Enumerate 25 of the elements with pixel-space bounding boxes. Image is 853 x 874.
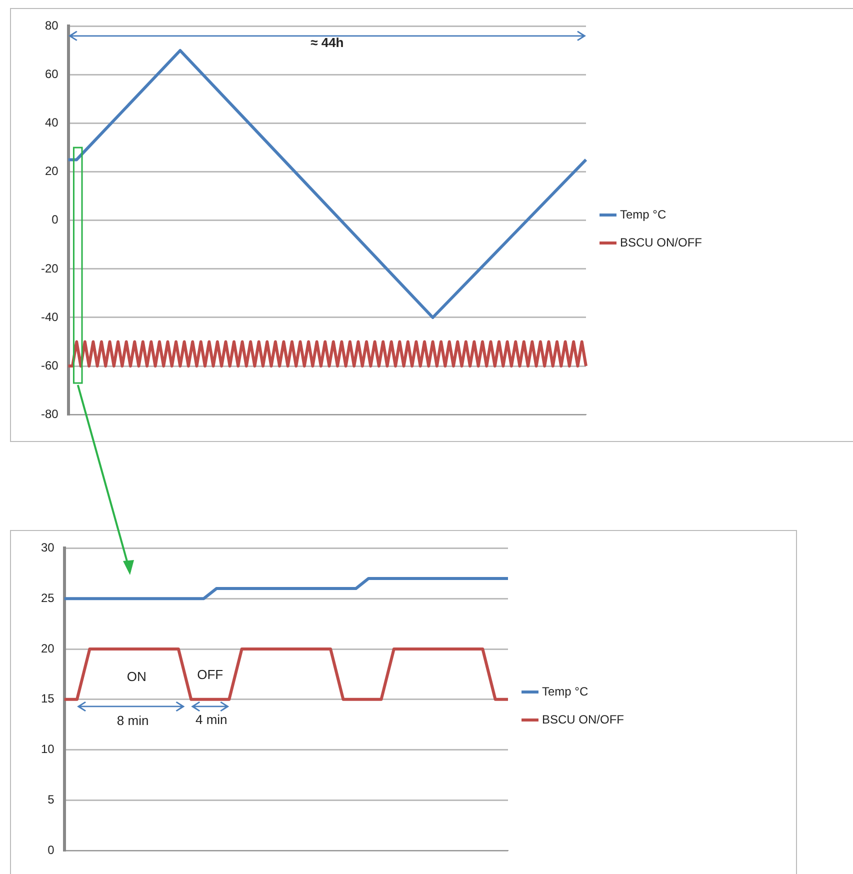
- y-tick-label: 60: [44, 67, 59, 82]
- annotation: ON: [126, 668, 146, 684]
- y-tick-label: 5: [48, 792, 55, 807]
- annotation: ≈ 44h: [310, 34, 344, 50]
- y-tick-label: -80: [41, 406, 59, 421]
- y-tick-label: 30: [40, 540, 55, 555]
- y-tick-label: 20: [44, 164, 59, 178]
- legend-label: Temp °C: [620, 207, 666, 222]
- annotation: OFF: [197, 666, 224, 682]
- y-tick-label: 25: [40, 590, 55, 605]
- legend-label: BSCU ON/OFF: [542, 712, 624, 726]
- y-tick-label: -60: [41, 358, 59, 372]
- y-tick-label: 15: [40, 692, 55, 706]
- y-tick-label: 20: [40, 641, 55, 656]
- y-tick-label: -20: [41, 261, 59, 276]
- y-tick-label: 0: [52, 212, 59, 227]
- y-tick-label: 40: [44, 116, 59, 130]
- y-tick-label: 0: [48, 842, 55, 857]
- legend-label: Temp °C: [542, 684, 588, 698]
- legend-label: BSCU ON/OFF: [620, 235, 702, 250]
- y-tick-label: -40: [41, 310, 59, 324]
- annotation: 8 min: [116, 713, 149, 728]
- annotation: 4 min: [195, 712, 228, 728]
- y-tick-label: 10: [40, 742, 55, 756]
- y-tick-label: 80: [44, 18, 59, 33]
